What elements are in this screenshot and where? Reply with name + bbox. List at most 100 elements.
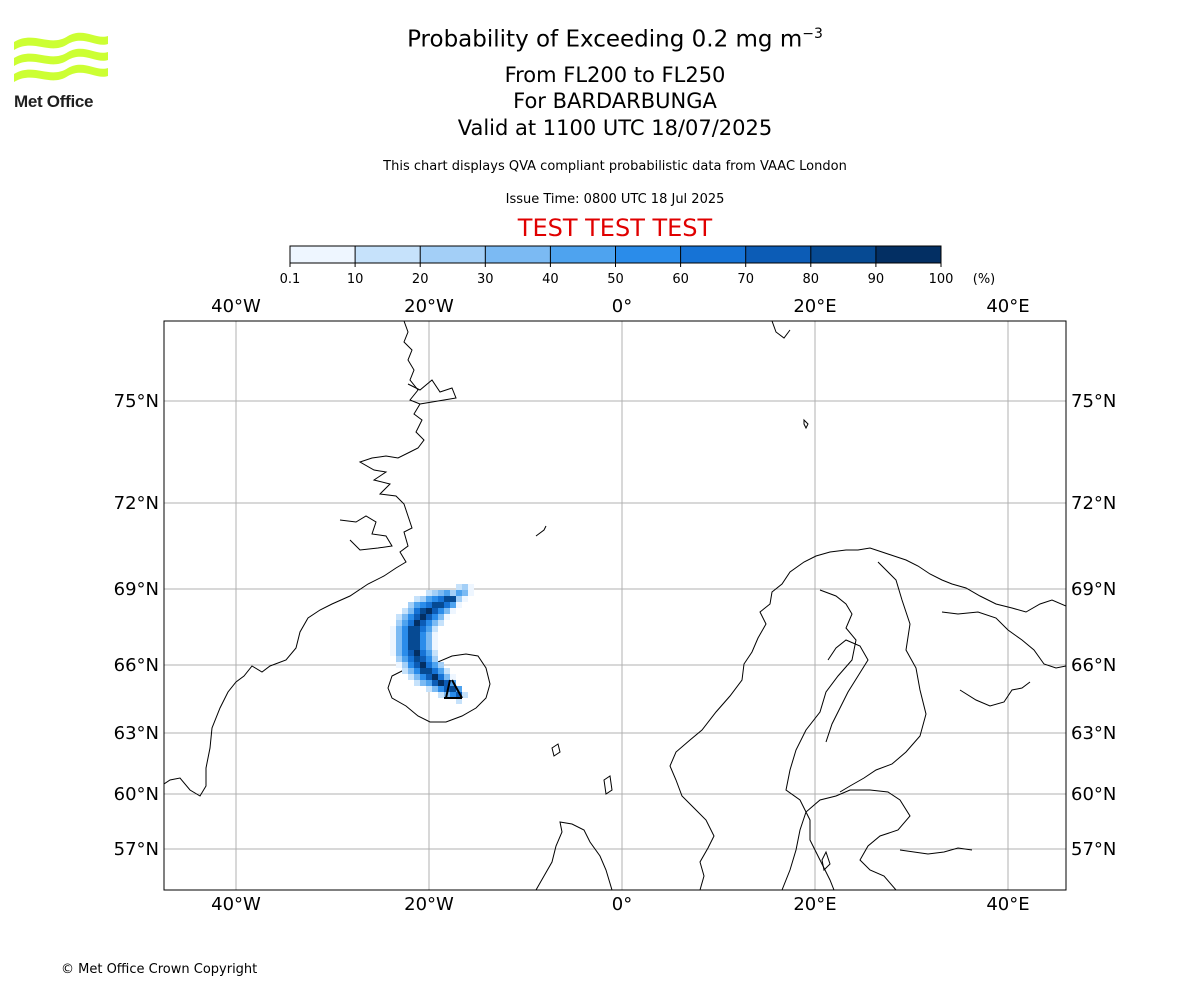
plume-cell [450, 608, 456, 614]
plume-cell [396, 662, 402, 668]
plume-cell [450, 590, 456, 596]
subtitle-valid-time: Valid at 1100 UTC 18/07/2025 [457, 116, 773, 140]
plume-cell [450, 686, 456, 692]
plume-cell [444, 590, 450, 596]
lat-label-right-75n: 75°N [1071, 391, 1116, 412]
plume-cell [456, 698, 462, 704]
lon-label-bottom-40e: 40°E [986, 894, 1029, 915]
plume-cell [432, 686, 438, 692]
plume-cell [426, 686, 432, 692]
plume-cell [408, 626, 414, 632]
colorbar-tick-label: 100 [929, 272, 954, 287]
colorbar-tick-label: 20 [412, 272, 429, 287]
plume-cell [426, 668, 432, 674]
plume-cell [414, 644, 420, 650]
lat-label-right-69n: 69°N [1071, 579, 1116, 600]
plume-cell [438, 674, 444, 680]
lat-labels-left: 75°N 72°N 69°N 66°N 63°N 60°N 57°N [114, 391, 159, 860]
plume-cell [432, 608, 438, 614]
colorbar-tick-label: 50 [607, 272, 624, 287]
plume-cell [432, 632, 438, 638]
lat-label-left-66n: 66°N [114, 655, 159, 676]
lon-label-top-40w: 40°W [211, 296, 261, 317]
plume-cell [432, 644, 438, 650]
plume-cell [414, 626, 420, 632]
plume-cell [414, 656, 420, 662]
plume-cell [402, 668, 408, 674]
logo-text: Met Office [14, 92, 94, 111]
plume-cell [438, 596, 444, 602]
plume-cell [408, 632, 414, 638]
plume-cell [414, 602, 420, 608]
plume-cell [456, 686, 462, 692]
plume-cell [432, 614, 438, 620]
plume-cell [432, 680, 438, 686]
gridlines [164, 321, 1066, 890]
plume-cell [414, 632, 420, 638]
plume-cell [420, 680, 426, 686]
plume-cell [420, 602, 426, 608]
plume-cell [450, 596, 456, 602]
coastlines [164, 321, 1066, 890]
plume-cell [390, 626, 396, 632]
logo-wave-3 [14, 64, 108, 82]
ash-plume-probability [390, 584, 474, 704]
lat-label-left-75n: 75°N [114, 391, 159, 412]
plume-cell [408, 620, 414, 626]
plume-cell [456, 590, 462, 596]
plume-cell [414, 608, 420, 614]
plume-cell [444, 602, 450, 608]
colorbar-cell [485, 246, 551, 263]
plume-cell [396, 644, 402, 650]
plume-cell [432, 620, 438, 626]
colorbar-tick-label: 90 [868, 272, 885, 287]
plume-cell [408, 668, 414, 674]
coastline-estonia [899, 847, 973, 855]
plume-cell [462, 584, 468, 590]
colorbar-tick-label: 0.1 [280, 272, 301, 287]
plume-cell [438, 686, 444, 692]
coastline-greenland-fjord [339, 515, 393, 551]
coastline-kola [941, 611, 1066, 669]
plume-cell [396, 614, 402, 620]
plume-cell [396, 656, 402, 662]
plume-cell [390, 632, 396, 638]
plume-cell [438, 692, 444, 698]
plume-cell [444, 668, 450, 674]
coastline-svalbard [771, 321, 791, 339]
plume-cell [414, 662, 420, 668]
plume-cell [438, 668, 444, 674]
plume-cell [402, 608, 408, 614]
test-banner: TEST TEST TEST [517, 214, 713, 242]
plume-cell [426, 596, 432, 602]
plume-cell [420, 614, 426, 620]
colorbar-tick-label: 80 [803, 272, 820, 287]
plume-cell [420, 674, 426, 680]
plume-cell [402, 614, 408, 620]
colorbar-cell [355, 246, 421, 263]
lon-label-top-20w: 20°W [404, 296, 454, 317]
plume-cell [420, 632, 426, 638]
plume-cell [420, 668, 426, 674]
plume-cell [420, 656, 426, 662]
lon-labels-top: 40°W 20°W 0° 20°E 40°E [211, 296, 1029, 317]
plume-cell [456, 602, 462, 608]
plume-cell [408, 662, 414, 668]
colorbar-tick-label: 30 [477, 272, 494, 287]
lon-label-top-40e: 40°E [986, 296, 1029, 317]
colorbar-cell [290, 246, 356, 263]
plume-cell [462, 590, 468, 596]
plume-cell [426, 656, 432, 662]
plume-cell [408, 674, 414, 680]
plume-cell [444, 608, 450, 614]
lat-label-left-57n: 57°N [114, 839, 159, 860]
plume-cell [426, 638, 432, 644]
map-frame [163, 320, 1067, 891]
plume-cell [468, 584, 474, 590]
plume-cell [420, 662, 426, 668]
colorbar-tick-label: 60 [672, 272, 689, 287]
subtitle-volcano: For BARDARBUNGA [513, 89, 717, 113]
plume-cell [402, 650, 408, 656]
plume-cell [408, 650, 414, 656]
lat-label-left-63n: 63°N [114, 723, 159, 744]
